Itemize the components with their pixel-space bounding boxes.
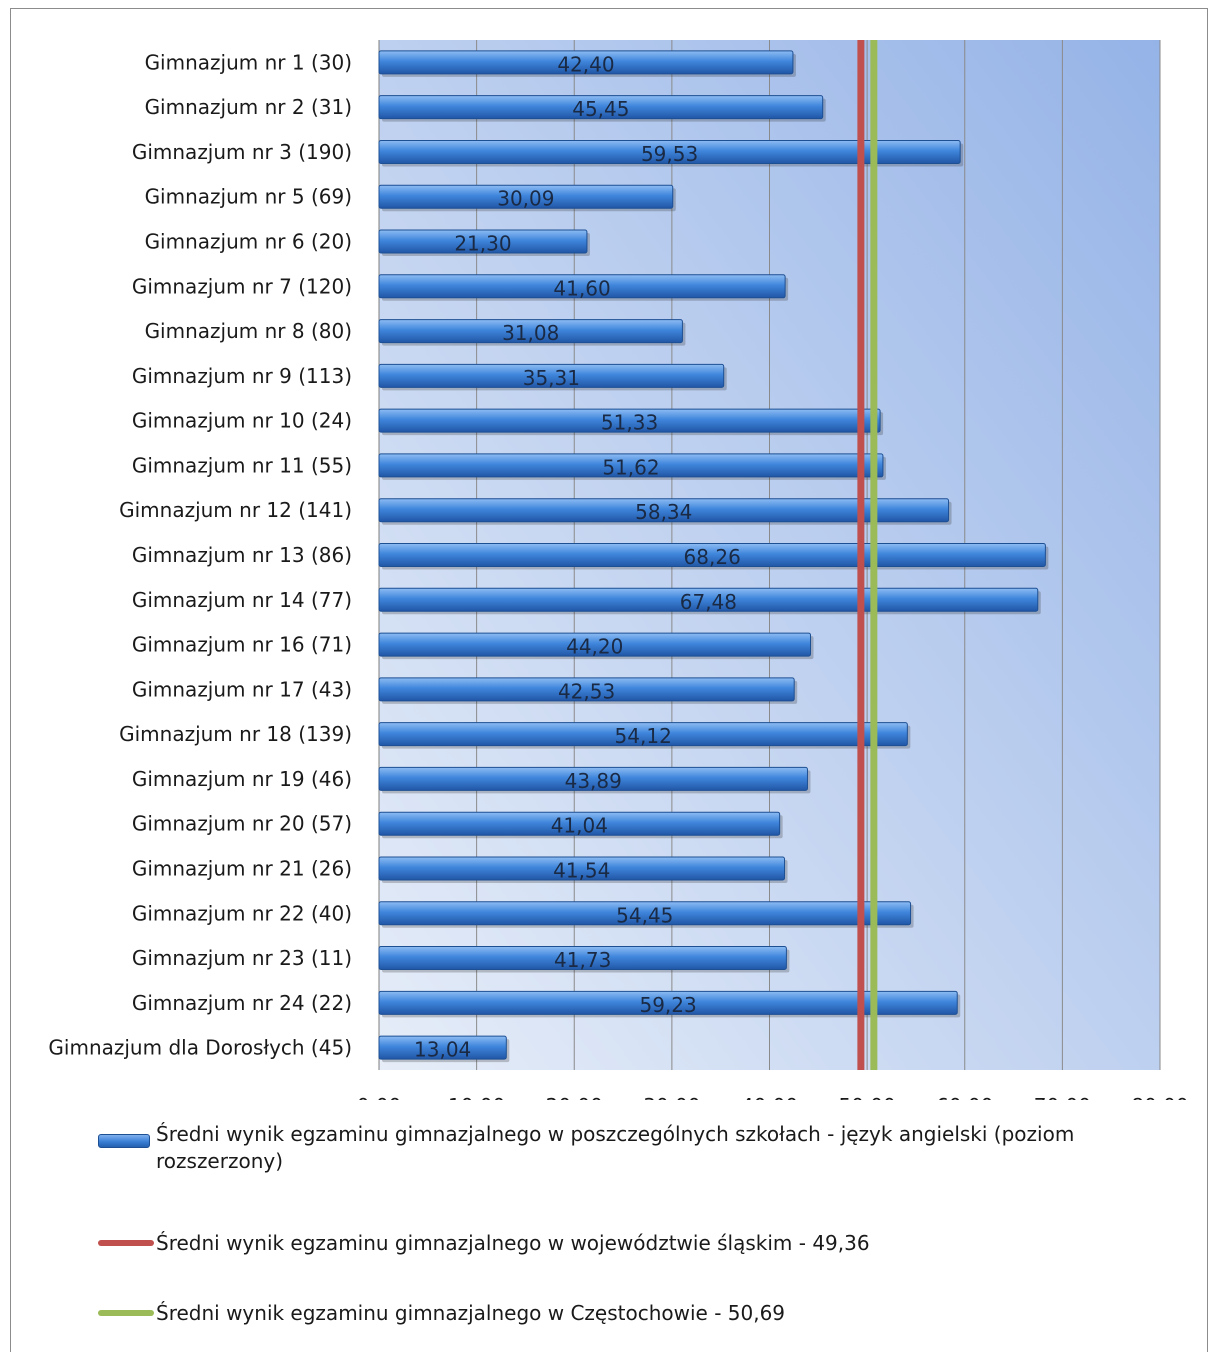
x-tick-label: 80,00 bbox=[1131, 1094, 1188, 1100]
category-label: Gimnazjum nr 14 (77) bbox=[132, 588, 352, 612]
x-tick-label: 10,00 bbox=[448, 1094, 505, 1100]
bar bbox=[378, 139, 961, 164]
bar bbox=[378, 632, 812, 657]
category-label: Gimnazjum nr 12 (141) bbox=[119, 498, 352, 522]
bar-data-label: 58,34 bbox=[635, 500, 692, 524]
bar-data-label: 51,33 bbox=[601, 411, 658, 435]
bar-data-label: 41,54 bbox=[553, 858, 610, 882]
bar bbox=[378, 453, 884, 478]
bar bbox=[378, 408, 881, 433]
bar-data-label: 59,23 bbox=[639, 993, 696, 1017]
x-tick-label: 0,00 bbox=[357, 1094, 402, 1100]
bar bbox=[378, 50, 794, 75]
category-label: Gimnazjum nr 22 (40) bbox=[132, 901, 352, 925]
bar-data-label: 51,62 bbox=[602, 455, 659, 479]
bar-data-label: 42,40 bbox=[557, 52, 614, 76]
category-label: Gimnazjum nr 1 (30) bbox=[145, 50, 352, 74]
bar-data-label: 54,12 bbox=[615, 724, 672, 748]
bar-data-label: 68,26 bbox=[684, 545, 741, 569]
legend-item-city-average: Średni wynik egzaminu gimnazjalnego w Cz… bbox=[98, 1300, 1188, 1330]
bar bbox=[378, 946, 787, 971]
bar bbox=[378, 766, 808, 791]
x-tick-label: 60,00 bbox=[936, 1094, 993, 1100]
category-label: Gimnazjum nr 2 (31) bbox=[145, 95, 352, 119]
bar bbox=[378, 543, 1046, 567]
legend-swatch-green-line bbox=[98, 1310, 154, 1316]
bar-data-label: 41,04 bbox=[551, 814, 608, 838]
bar bbox=[378, 319, 683, 344]
category-label: Gimnazjum nr 7 (120) bbox=[132, 274, 352, 298]
bar bbox=[378, 856, 786, 881]
bar-data-label: 41,60 bbox=[553, 276, 610, 300]
bar-data-label: 43,89 bbox=[565, 769, 622, 793]
legend-label: Średni wynik egzaminu gimnazjalnego w wo… bbox=[156, 1231, 870, 1255]
bar-data-label: 21,30 bbox=[454, 232, 511, 256]
legend-label: Średni wynik egzaminu gimnazjalnego w po… bbox=[156, 1122, 1075, 1173]
x-tick-label: 70,00 bbox=[1034, 1094, 1091, 1100]
bar-data-label: 67,48 bbox=[680, 590, 737, 614]
bar bbox=[378, 95, 824, 120]
bar bbox=[378, 1035, 507, 1060]
category-label: Gimnazjum nr 6 (20) bbox=[145, 230, 352, 254]
legend-item-voivodeship-average: Średni wynik egzaminu gimnazjalnego w wo… bbox=[98, 1230, 1188, 1260]
bar bbox=[378, 990, 958, 1015]
category-label: Gimnazjum nr 9 (113) bbox=[132, 364, 352, 388]
bar-data-label: 54,45 bbox=[616, 903, 673, 927]
category-label: Gimnazjum nr 18 (139) bbox=[119, 722, 352, 746]
category-label: Gimnazjum nr 19 (46) bbox=[132, 767, 352, 791]
bar-data-label: 35,31 bbox=[523, 366, 580, 390]
category-label: Gimnazjum nr 24 (22) bbox=[132, 991, 352, 1015]
bar bbox=[378, 722, 908, 747]
bar-data-label: 41,73 bbox=[554, 948, 611, 972]
bar bbox=[378, 184, 674, 209]
bar-data-label: 42,53 bbox=[558, 679, 615, 703]
legend-swatch-red-line bbox=[98, 1240, 154, 1246]
category-label: Gimnazjum nr 11 (55) bbox=[132, 453, 352, 477]
category-label: Gimnazjum nr 8 (80) bbox=[145, 319, 352, 343]
category-label: Gimnazjum nr 5 (69) bbox=[145, 185, 352, 209]
bar bbox=[378, 274, 786, 299]
bar-data-label: 59,53 bbox=[641, 142, 698, 166]
bar bbox=[378, 498, 950, 523]
category-label: Gimnazjum nr 16 (71) bbox=[132, 633, 352, 657]
bar bbox=[378, 363, 725, 388]
category-label: Gimnazjum nr 20 (57) bbox=[132, 812, 352, 836]
bar bbox=[378, 901, 912, 926]
category-label: Gimnazjum nr 13 (86) bbox=[132, 543, 352, 567]
category-label: Gimnazjum nr 10 (24) bbox=[132, 409, 352, 433]
bar-chart: 42,40 45,45 59,53 30,09 21,30 41,60 31,08 35,31… bbox=[48, 40, 1189, 1100]
category-label: Gimnazjum nr 23 (11) bbox=[132, 946, 352, 970]
bar-data-label: 45,45 bbox=[572, 97, 629, 121]
bar-data-label: 31,08 bbox=[502, 321, 559, 345]
bar bbox=[378, 229, 588, 254]
legend-item-school-scores: Średni wynik egzaminu gimnazjalnego w po… bbox=[98, 1121, 1188, 1181]
x-tick-label: 30,00 bbox=[643, 1094, 700, 1100]
category-label: Gimnazjum dla Dorosłych (45) bbox=[48, 1036, 352, 1060]
x-tick-label: 40,00 bbox=[741, 1094, 798, 1100]
bar-data-label: 13,04 bbox=[414, 1038, 471, 1062]
legend-label: Średni wynik egzaminu gimnazjalnego w Cz… bbox=[156, 1301, 786, 1325]
bar bbox=[378, 811, 781, 836]
legend-swatch-bar bbox=[98, 1134, 150, 1148]
bar bbox=[378, 677, 795, 702]
x-tick-label: 50,00 bbox=[838, 1094, 895, 1100]
category-label: Gimnazjum nr 17 (43) bbox=[132, 677, 352, 701]
x-tick-label: 20,00 bbox=[546, 1094, 603, 1100]
bar-data-label: 30,09 bbox=[497, 187, 554, 211]
bar-data-label: 44,20 bbox=[566, 635, 623, 659]
category-label: Gimnazjum nr 3 (190) bbox=[132, 140, 352, 164]
category-label: Gimnazjum nr 21 (26) bbox=[132, 856, 352, 880]
